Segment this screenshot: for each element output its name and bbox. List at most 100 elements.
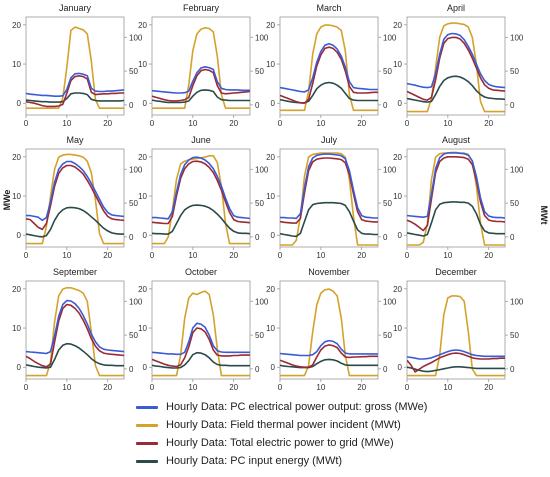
series-line-thermal-october <box>152 290 250 377</box>
y-right-tick-label-march-100: 100 <box>383 33 397 42</box>
y-left-tick-label-july-20: 20 <box>266 153 275 162</box>
y-right-tick-label-june-0: 0 <box>255 233 260 242</box>
y-left-tick-label-august-0: 0 <box>398 231 403 240</box>
y-left-tick-label-august-10: 10 <box>393 192 402 201</box>
y-left-tick-label-october-20: 20 <box>138 285 147 294</box>
x-tick-label-september-10: 10 <box>62 383 71 392</box>
series-line-grid-march <box>280 46 378 104</box>
x-tick-label-july-10: 10 <box>316 251 325 260</box>
series-line-input-october <box>152 351 250 369</box>
y-left-tick-label-march-20: 20 <box>266 21 275 30</box>
y-right-tick-label-october-100: 100 <box>255 297 269 306</box>
y-left-tick-label-august-20: 20 <box>393 153 402 162</box>
chart-title-december: December <box>435 267 477 277</box>
x-tick-label-april-10: 10 <box>443 119 452 128</box>
plot-frame-march <box>279 16 379 116</box>
plot-frame-december <box>406 280 506 380</box>
x-tick-label-november-10: 10 <box>316 383 325 392</box>
series-line-thermal-march <box>280 24 378 112</box>
x-tick-label-april-20: 20 <box>484 119 493 128</box>
x-tick-label-october-20: 20 <box>229 383 238 392</box>
y-right-tick-label-september-100: 100 <box>129 297 143 306</box>
x-tick-label-january-0: 0 <box>24 119 29 128</box>
x-tick-label-may-0: 0 <box>24 251 29 260</box>
series-line-gross-may <box>26 160 124 222</box>
y-right-tick-label-october-50: 50 <box>255 331 264 340</box>
plot-frame-may <box>25 148 125 248</box>
series-line-input-july <box>280 201 378 238</box>
y-right-tick-label-december-100: 100 <box>510 297 524 306</box>
chart-title-january: January <box>59 3 92 13</box>
y-left-tick-label-september-0: 0 <box>17 363 22 372</box>
y-left-tick-label-february-20: 20 <box>138 21 147 30</box>
plot-frame-august <box>406 148 506 248</box>
y-right-tick-label-september-50: 50 <box>129 331 138 340</box>
y-left-tick-label-november-0: 0 <box>271 363 276 372</box>
y-right-tick-label-august-0: 0 <box>510 233 515 242</box>
series-line-thermal-december <box>407 295 505 377</box>
series-line-gross-october <box>152 322 250 356</box>
y-left-tick-label-january-20: 20 <box>12 21 21 30</box>
y-right-tick-label-may-50: 50 <box>129 199 138 208</box>
x-tick-label-february-20: 20 <box>229 119 238 128</box>
y-right-tick-label-march-50: 50 <box>383 67 392 76</box>
series-line-grid-april <box>407 36 505 101</box>
right-axis-label: MWt <box>539 206 549 225</box>
x-tick-label-april-0: 0 <box>405 119 410 128</box>
y-right-tick-label-january-0: 0 <box>129 101 134 110</box>
y-left-tick-label-july-0: 0 <box>271 231 276 240</box>
series-line-input-august <box>407 201 505 237</box>
x-tick-label-august-20: 20 <box>484 251 493 260</box>
series-line-input-february <box>152 89 250 104</box>
series-line-thermal-august <box>407 151 505 246</box>
series-line-grid-september <box>26 303 124 368</box>
y-right-tick-label-september-0: 0 <box>129 365 134 374</box>
x-tick-label-june-20: 20 <box>229 251 238 260</box>
chart-title-february: February <box>183 3 220 13</box>
y-left-tick-label-february-10: 10 <box>138 60 147 69</box>
chart-title-august: August <box>442 135 471 145</box>
series-line-input-april <box>407 75 505 103</box>
series-line-thermal-september <box>26 286 124 377</box>
series-line-input-december <box>407 365 505 373</box>
x-tick-label-january-10: 10 <box>62 119 71 128</box>
y-right-tick-label-april-50: 50 <box>510 67 519 76</box>
y-right-tick-label-february-50: 50 <box>255 67 264 76</box>
plot-frame-november <box>279 280 379 380</box>
series-line-gross-july <box>280 153 378 220</box>
plot-frame-september <box>25 280 125 380</box>
x-tick-label-september-0: 0 <box>24 383 29 392</box>
x-tick-label-may-20: 20 <box>103 251 112 260</box>
y-left-tick-label-march-10: 10 <box>266 60 275 69</box>
chart-title-july: July <box>321 135 338 145</box>
y-right-tick-label-august-100: 100 <box>510 165 524 174</box>
y-left-tick-label-february-0: 0 <box>143 99 148 108</box>
plot-frame-april <box>406 16 506 116</box>
chart-title-april: April <box>447 3 465 13</box>
series-line-grid-january <box>26 75 124 108</box>
series-line-thermal-may <box>26 153 124 245</box>
y-left-tick-label-june-0: 0 <box>143 231 148 240</box>
x-tick-label-december-10: 10 <box>443 383 452 392</box>
x-tick-label-july-20: 20 <box>357 251 366 260</box>
y-right-tick-label-january-100: 100 <box>129 33 143 42</box>
series-line-gross-august <box>407 152 505 219</box>
y-left-tick-label-november-10: 10 <box>266 324 275 333</box>
left-axis-label: MWe <box>2 190 12 211</box>
x-tick-label-august-0: 0 <box>405 251 410 260</box>
chart-title-march: March <box>316 3 341 13</box>
chart-title-october: October <box>185 267 217 277</box>
series-line-input-june <box>152 204 250 235</box>
series-line-input-january <box>26 92 124 103</box>
y-left-tick-label-june-20: 20 <box>138 153 147 162</box>
legend: Hourly Data: PC electrical power output:… <box>136 398 536 470</box>
y-right-tick-label-january-50: 50 <box>129 67 138 76</box>
plot-frame-july <box>279 148 379 248</box>
y-left-tick-label-may-20: 20 <box>12 153 21 162</box>
y-right-tick-label-july-0: 0 <box>383 233 388 242</box>
legend-item-input: Hourly Data: PC input energy (MWt) <box>136 452 536 470</box>
series-line-gross-january <box>26 72 124 97</box>
series-line-gross-february <box>152 66 250 94</box>
